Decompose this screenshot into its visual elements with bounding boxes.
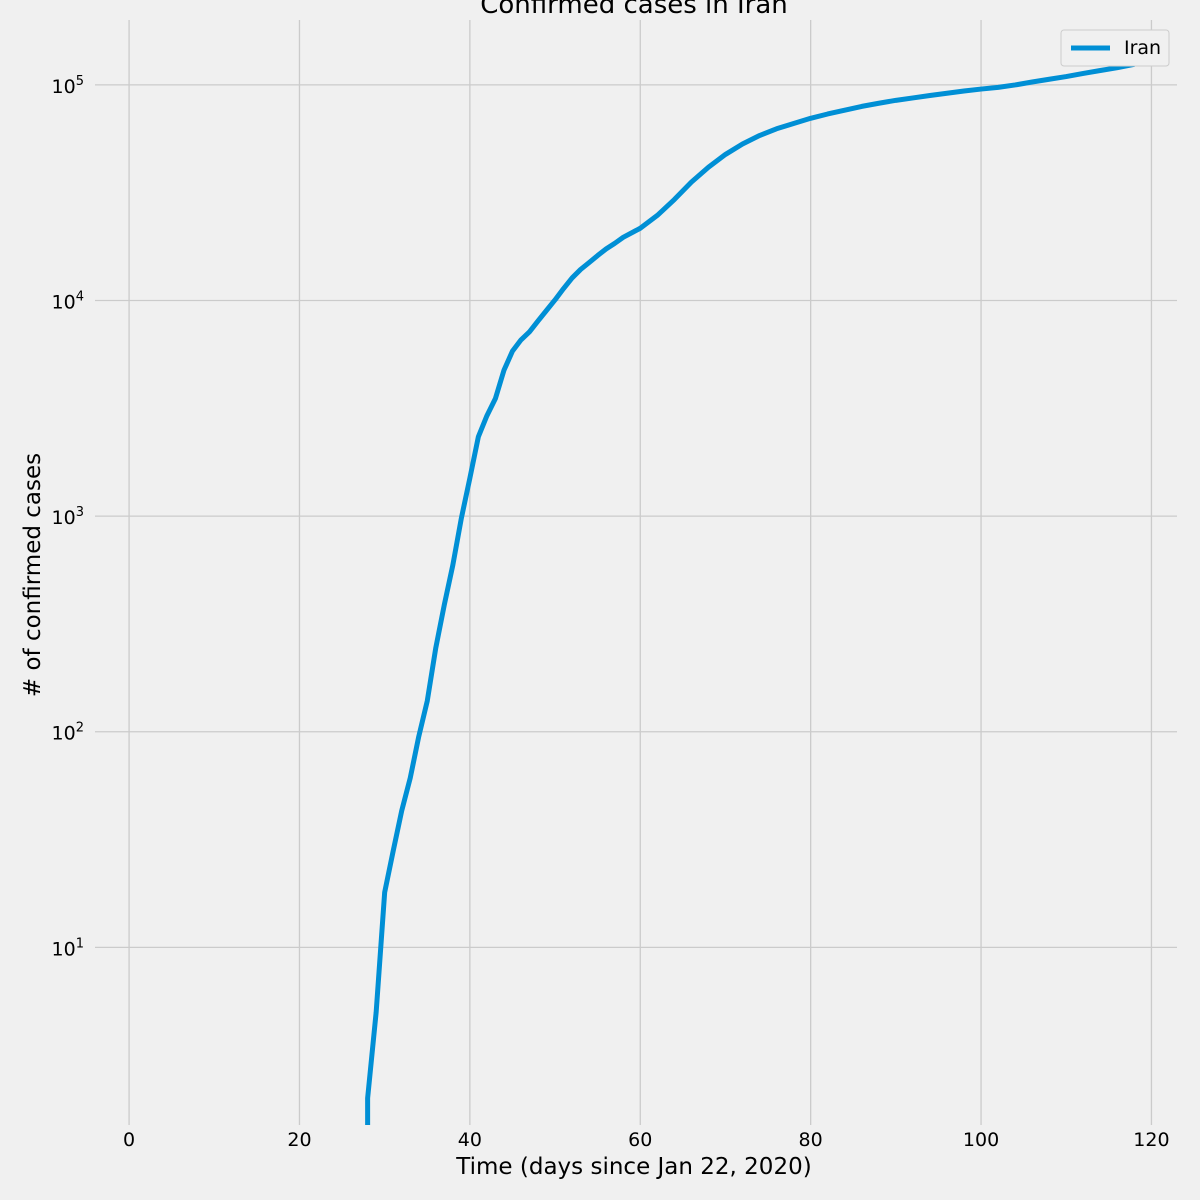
- x-tick-label: 120: [1133, 1129, 1169, 1151]
- y-tick-label: 102: [52, 721, 84, 745]
- series-line-iran: [365, 61, 1135, 1125]
- x-tick-label: 80: [799, 1129, 823, 1151]
- y-tick-label: 105: [52, 74, 84, 98]
- x-tick-label: 0: [123, 1129, 135, 1151]
- y-tick-label: 101: [52, 936, 84, 960]
- y-tick-label: 103: [52, 505, 84, 529]
- x-tick-label: 60: [628, 1129, 652, 1151]
- legend-box: [1060, 29, 1170, 67]
- x-tick-label: 100: [963, 1129, 999, 1151]
- y-axis-label: # of confirmed cases: [20, 453, 46, 697]
- x-axis-label: Time (days since Jan 22, 2020): [455, 1154, 811, 1180]
- chart-title: Confirmed cases in Iran: [480, 0, 788, 20]
- legend-label: Iran: [1124, 37, 1161, 59]
- y-tick-label: 104: [52, 290, 84, 314]
- series-layer: [365, 61, 1135, 1125]
- x-tick-label: 20: [287, 1129, 311, 1151]
- grid-lines: [95, 20, 1177, 1125]
- x-tick-label: 40: [458, 1129, 482, 1151]
- tick-labels: 0 20 40 60 80 100 120 101 102 103 104 105: [52, 74, 1170, 1151]
- legend: Iran: [1060, 29, 1170, 67]
